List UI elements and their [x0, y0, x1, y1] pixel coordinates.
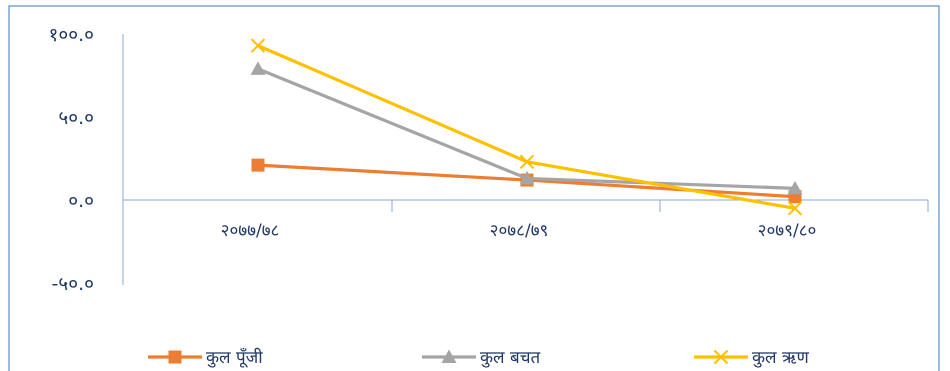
- data-point: [519, 170, 535, 185]
- series-2: [250, 61, 803, 195]
- y-tick-label: ०.०: [68, 190, 94, 212]
- series-layer: [250, 38, 803, 216]
- legend-marker: [713, 349, 729, 365]
- data-point: [250, 61, 266, 75]
- y-tick-label: -५०.०: [51, 273, 94, 295]
- data-point: [787, 180, 803, 195]
- legend-label: कुल बचत: [480, 348, 540, 368]
- x-tick-label: २०७९/८०: [758, 221, 817, 241]
- legend-label: कुल पूँजी: [206, 347, 263, 368]
- legend-entry: कुल ऋण: [694, 348, 809, 368]
- y-tick-label: १००.०: [48, 24, 94, 46]
- legend: कुल पूँजी कुल बचत कुल ऋण: [148, 347, 809, 368]
- legend-marker: [168, 350, 182, 364]
- data-point: [251, 158, 265, 172]
- data-point: [519, 154, 535, 170]
- y-tick-label: ५०.०: [58, 107, 94, 129]
- data-point: [787, 201, 803, 216]
- legend-entry: कुल पूँजी: [148, 347, 263, 368]
- y-axis: १००.० ५०.० ०.० -५०.०: [48, 24, 124, 295]
- data-point: [250, 38, 266, 53]
- chart-frame-border: [8, 5, 940, 371]
- x-tick-label: २०७७/७८: [221, 221, 280, 241]
- x-tick-label: २०७८/७९: [490, 221, 549, 241]
- legend-marker: [441, 349, 457, 363]
- legend-label: कुल ऋण: [752, 348, 809, 368]
- series-3: [250, 38, 803, 216]
- legend-entry: कुल बचत: [422, 348, 540, 368]
